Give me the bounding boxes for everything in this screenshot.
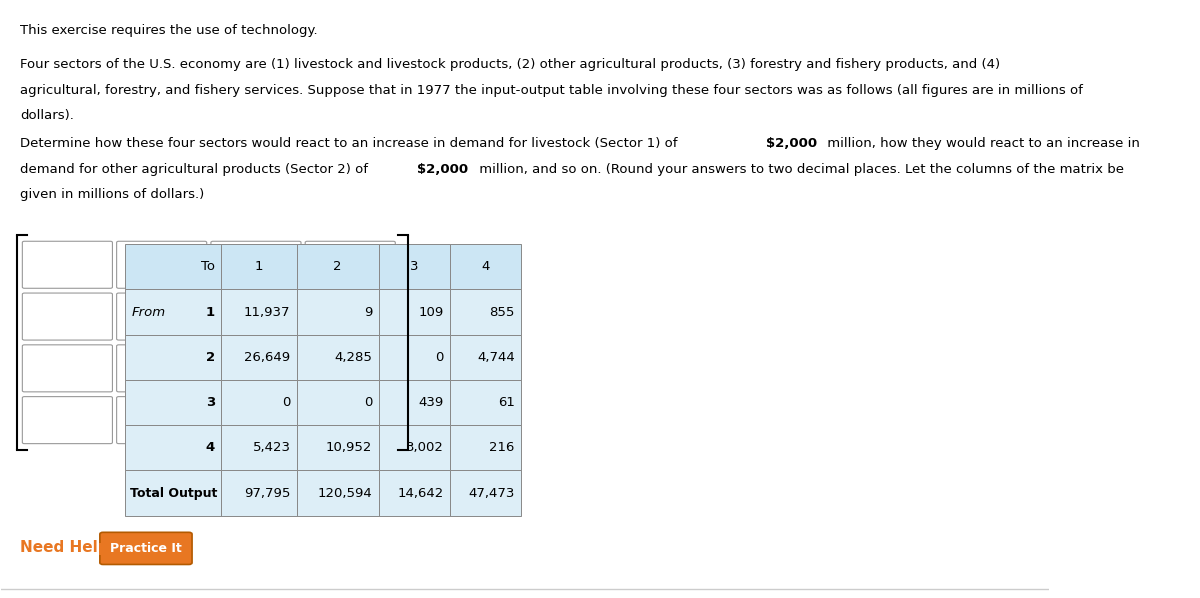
Text: Total Output: Total Output: [130, 487, 217, 499]
Bar: [296, 335, 378, 380]
Text: This exercise requires the use of technology.: This exercise requires the use of techno…: [20, 24, 318, 37]
Bar: [221, 289, 296, 335]
Bar: [378, 425, 450, 471]
Bar: [450, 244, 521, 289]
FancyBboxPatch shape: [116, 293, 206, 340]
FancyBboxPatch shape: [23, 293, 113, 340]
Bar: [378, 471, 450, 515]
Text: 2: 2: [334, 260, 342, 273]
Text: 0: 0: [282, 396, 290, 409]
Text: 3,002: 3,002: [406, 441, 444, 454]
Bar: [296, 380, 378, 425]
Bar: [125, 471, 221, 515]
Text: 439: 439: [419, 396, 444, 409]
Bar: [450, 335, 521, 380]
Text: dollars).: dollars).: [20, 109, 74, 122]
Bar: [125, 289, 221, 335]
Text: demand for other agricultural products (Sector 2) of: demand for other agricultural products (…: [20, 163, 372, 176]
Text: 2: 2: [206, 351, 215, 364]
Text: 1: 1: [206, 306, 215, 319]
Text: 47,473: 47,473: [468, 487, 515, 499]
Bar: [378, 289, 450, 335]
Text: 120,594: 120,594: [318, 487, 372, 499]
Bar: [378, 244, 450, 289]
Bar: [221, 244, 296, 289]
FancyBboxPatch shape: [305, 293, 395, 340]
Text: $2,000: $2,000: [418, 163, 468, 176]
FancyBboxPatch shape: [211, 241, 301, 288]
FancyBboxPatch shape: [116, 396, 206, 444]
Text: 3: 3: [206, 396, 215, 409]
Text: given in millions of dollars.): given in millions of dollars.): [20, 188, 204, 202]
Bar: [125, 244, 221, 289]
Text: 9: 9: [364, 306, 372, 319]
Bar: [125, 335, 221, 380]
FancyBboxPatch shape: [305, 396, 395, 444]
Bar: [296, 425, 378, 471]
Text: Four sectors of the U.S. economy are (1) livestock and livestock products, (2) o: Four sectors of the U.S. economy are (1)…: [20, 58, 1001, 71]
FancyBboxPatch shape: [305, 241, 395, 288]
Bar: [125, 380, 221, 425]
Bar: [221, 335, 296, 380]
Text: million, and so on. (Round your answers to two decimal places. Let the columns o: million, and so on. (Round your answers …: [475, 163, 1123, 176]
Text: agricultural, forestry, and fishery services. Suppose that in 1977 the input-out: agricultural, forestry, and fishery serv…: [20, 84, 1084, 96]
FancyBboxPatch shape: [211, 293, 301, 340]
Text: Practice It: Practice It: [110, 542, 182, 555]
Bar: [221, 380, 296, 425]
Text: 11,937: 11,937: [244, 306, 290, 319]
Text: 4,744: 4,744: [476, 351, 515, 364]
Bar: [450, 471, 521, 515]
Text: Determine how these four sectors would react to an increase in demand for livest: Determine how these four sectors would r…: [20, 137, 682, 150]
Text: 4: 4: [206, 441, 215, 454]
Bar: [296, 471, 378, 515]
Text: 0: 0: [364, 396, 372, 409]
Text: 26,649: 26,649: [245, 351, 290, 364]
FancyBboxPatch shape: [100, 532, 192, 565]
FancyBboxPatch shape: [23, 396, 113, 444]
Bar: [450, 380, 521, 425]
Bar: [450, 425, 521, 471]
Bar: [450, 289, 521, 335]
Text: 10,952: 10,952: [326, 441, 372, 454]
Text: 3: 3: [410, 260, 419, 273]
Text: To: To: [202, 260, 215, 273]
Bar: [378, 335, 450, 380]
Bar: [221, 425, 296, 471]
Text: $2,000: $2,000: [766, 137, 817, 150]
Text: 855: 855: [490, 306, 515, 319]
FancyBboxPatch shape: [211, 345, 301, 392]
Text: 109: 109: [419, 306, 444, 319]
Bar: [221, 471, 296, 515]
Text: 14,642: 14,642: [397, 487, 444, 499]
FancyBboxPatch shape: [23, 241, 113, 288]
FancyBboxPatch shape: [116, 241, 206, 288]
Bar: [125, 425, 221, 471]
Text: 1: 1: [254, 260, 263, 273]
Text: 216: 216: [490, 441, 515, 454]
Text: 97,795: 97,795: [244, 487, 290, 499]
Text: 61: 61: [498, 396, 515, 409]
FancyBboxPatch shape: [211, 396, 301, 444]
Text: From: From: [131, 306, 166, 319]
FancyBboxPatch shape: [116, 345, 206, 392]
FancyBboxPatch shape: [305, 345, 395, 392]
Text: 5,423: 5,423: [252, 441, 290, 454]
Text: 0: 0: [436, 351, 444, 364]
Text: million, how they would react to an increase in: million, how they would react to an incr…: [823, 137, 1140, 150]
Bar: [378, 380, 450, 425]
Bar: [296, 244, 378, 289]
Bar: [296, 289, 378, 335]
Text: 4: 4: [481, 260, 490, 273]
Text: Need Help?: Need Help?: [20, 541, 118, 556]
Text: 4,285: 4,285: [335, 351, 372, 364]
FancyBboxPatch shape: [23, 345, 113, 392]
